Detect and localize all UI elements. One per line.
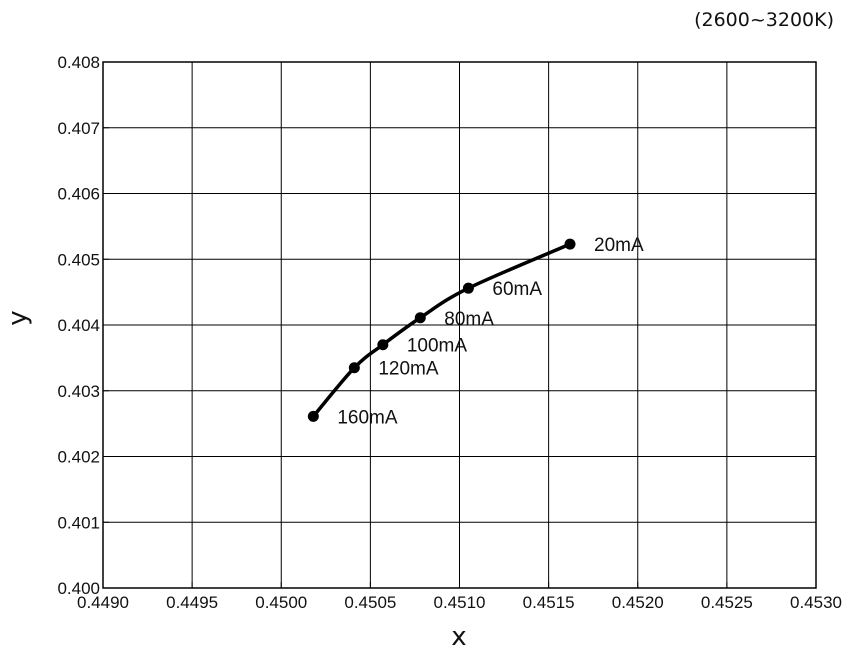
- x-tick-label: 0.4495: [166, 593, 218, 612]
- y-tick-label: 0.402: [57, 448, 100, 467]
- x-axis-title: x: [451, 622, 466, 652]
- y-tick-label: 0.407: [57, 119, 100, 138]
- data-point: [414, 312, 426, 324]
- data-label: 20mA: [594, 235, 644, 256]
- y-tick-label: 0.406: [57, 185, 100, 204]
- x-tick-label: 0.4490: [77, 593, 129, 612]
- x-tick-label: 0.4525: [701, 593, 753, 612]
- x-tick-label: 0.4515: [523, 593, 575, 612]
- tick-labels: 0.4490 0.4495 0.4500 0.4505 0.4510 0.4515 0.45…: [57, 53, 842, 612]
- y-tick-label: 0.404: [57, 316, 100, 335]
- y-tick-label: 0.405: [57, 250, 100, 269]
- data-label: 120mA: [378, 359, 439, 380]
- data-label: 60mA: [492, 279, 542, 300]
- plot-frame: [102, 61, 817, 589]
- x-tick-label: 0.4530: [790, 593, 842, 612]
- x-tick-label: 0.4510: [434, 593, 486, 612]
- x-tick-label: 0.4500: [255, 593, 307, 612]
- y-axis-title: y: [3, 310, 33, 325]
- data-point: [307, 410, 319, 422]
- y-tick-label: 0.408: [57, 53, 100, 72]
- data-point: [462, 282, 474, 294]
- y-tick-label: 0.401: [57, 513, 100, 532]
- y-tick-label: 0.403: [57, 382, 100, 401]
- data-point: [348, 362, 360, 374]
- y-tick-label: 0.400: [57, 579, 100, 598]
- data-label: 100mA: [407, 336, 468, 357]
- data-label: 160mA: [337, 407, 398, 428]
- data-point: [377, 339, 389, 351]
- x-tick-label: 0.4520: [612, 593, 664, 612]
- data-point: [564, 238, 576, 250]
- x-tick-label: 0.4505: [344, 593, 396, 612]
- temperature-range-note: (2600~3200K): [694, 9, 834, 31]
- data-label: 80mA: [444, 309, 494, 330]
